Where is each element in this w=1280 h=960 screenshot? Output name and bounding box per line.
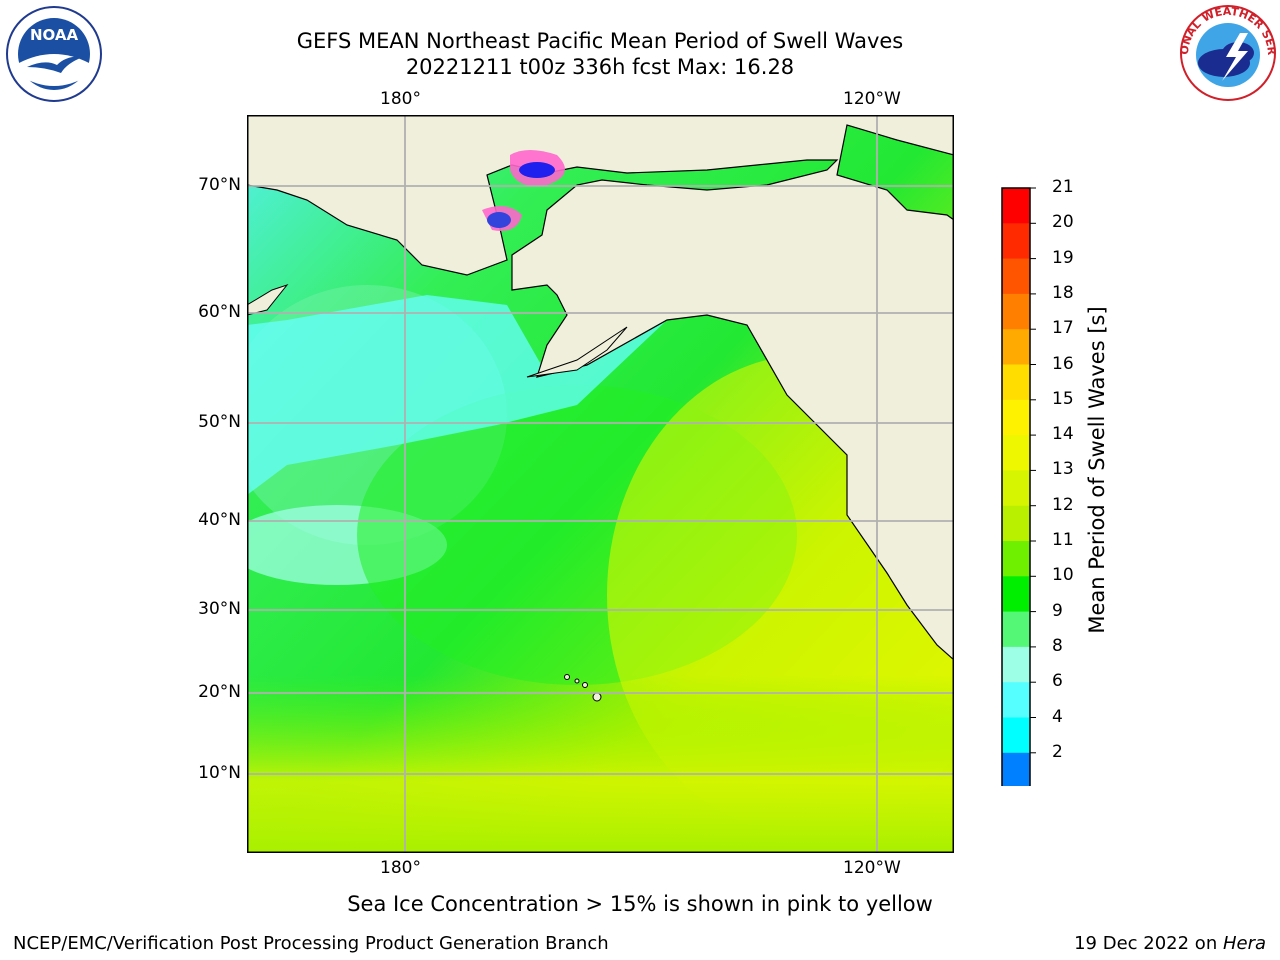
colorbar-segment (1002, 717, 1030, 754)
footer-date: 19 Dec 2022 on (1074, 933, 1223, 954)
chart-title: GEFS MEAN Northeast Pacific Mean Period … (0, 28, 1200, 80)
lon-label-top-120w: 120°W (843, 89, 901, 109)
noaa-logo-text: NOAA (30, 26, 79, 44)
colorbar-label: Mean Period of Swell Waves [s] (1085, 306, 1109, 634)
title-line-2: 20221211 t00z 336h fcst Max: 16.28 (405, 55, 795, 79)
title-line-1: GEFS MEAN Northeast Pacific Mean Period … (296, 29, 904, 53)
colorbar-tick-label: 13 (1052, 459, 1074, 480)
lat-label-50n: 50°N (198, 412, 241, 432)
colorbar-segment (1002, 576, 1030, 613)
swell-zone-bering (247, 295, 667, 495)
colorbar-segment (1002, 611, 1030, 648)
colorbar-segment (1002, 223, 1030, 260)
colorbar-segment (1002, 258, 1030, 295)
colorbar-tick-label: 8 (1052, 635, 1063, 656)
lon-label-top-180: 180° (380, 89, 421, 109)
lat-label-60n: 60°N (198, 302, 241, 322)
colorbar-segment (1002, 682, 1030, 718)
swell-zone-south (247, 675, 954, 853)
colorbar-tick-label: 19 (1052, 247, 1074, 268)
footer-left: NCEP/EMC/Verification Post Processing Pr… (13, 933, 609, 954)
colorbar-segment (1002, 399, 1030, 436)
sea-ice-caption: Sea Ice Concentration > 15% is shown in … (347, 892, 933, 916)
colorbar-segment (1002, 188, 1030, 224)
colorbar-segment (1002, 364, 1030, 401)
lon-label-bottom-180: 180° (380, 858, 421, 878)
hawaii-island-big (592, 692, 602, 702)
colorbar-tick-label: 15 (1052, 388, 1074, 409)
colorbar-tick-label: 16 (1052, 353, 1074, 374)
colorbar-segment (1002, 505, 1030, 542)
colorbar-svg (1001, 187, 1036, 818)
colorbar-tick-label: 20 (1052, 212, 1074, 233)
colorbar-tick-label: 10 (1052, 565, 1074, 586)
colorbar-segment (1002, 541, 1030, 577)
map-gridlines (247, 115, 954, 853)
colorbar-segment (1002, 752, 1030, 789)
colorbar-tick-label: 11 (1052, 530, 1074, 550)
colorbar-segment (1002, 435, 1030, 471)
map-svg (227, 114, 1007, 853)
colorbar-segment (1002, 329, 1030, 365)
colorbar (1000, 186, 1040, 818)
map-panel (227, 114, 1007, 853)
hawaii-island-3 (582, 682, 588, 688)
map-frame (247, 115, 954, 853)
lat-label-40n: 40°N (198, 510, 241, 530)
colorbar-tick-label: 12 (1052, 494, 1074, 515)
colorbar-segment (1002, 470, 1030, 507)
colorbar-tick-label: 18 (1052, 282, 1074, 303)
sea-ice-bering-core (487, 212, 511, 228)
colorbar-tick-label: 21 (1052, 177, 1074, 197)
colorbar-tick-label: 4 (1052, 706, 1063, 727)
hawaii-island-2 (574, 678, 580, 684)
footer-machine: Hera (1222, 933, 1266, 954)
colorbar-segment (1002, 646, 1030, 683)
colorbar-tick-label: 6 (1052, 671, 1063, 692)
colorbar-tick-label: 14 (1052, 424, 1074, 445)
sea-ice-core (519, 162, 555, 178)
noaa-logo: NOAA (5, 5, 103, 103)
colorbar-tick-label: 2 (1052, 741, 1063, 762)
lat-label-20n: 20°N (198, 682, 241, 702)
lat-label-30n: 30°N (198, 599, 241, 619)
colorbar-tick-label: 9 (1052, 600, 1063, 621)
colorbar-segment (1002, 293, 1030, 330)
lat-label-10n: 10°N (198, 763, 241, 783)
hawaii-island-1 (564, 674, 570, 680)
footer-right: 19 Dec 2022 on Hera (1074, 933, 1266, 954)
colorbar-ticks: 21 20 19 18 17 16 15 14 13 12 11 10 9 8 6 4 2 (1052, 0, 1092, 960)
alaska-peninsula (526, 326, 628, 378)
nws-logo: NATIONAL WEATHER SERVICE (1173, 0, 1278, 103)
lon-label-bottom-120w: 120°W (843, 858, 901, 878)
colorbar-tick-label: 17 (1052, 318, 1074, 339)
lat-label-70n: 70°N (198, 175, 241, 195)
